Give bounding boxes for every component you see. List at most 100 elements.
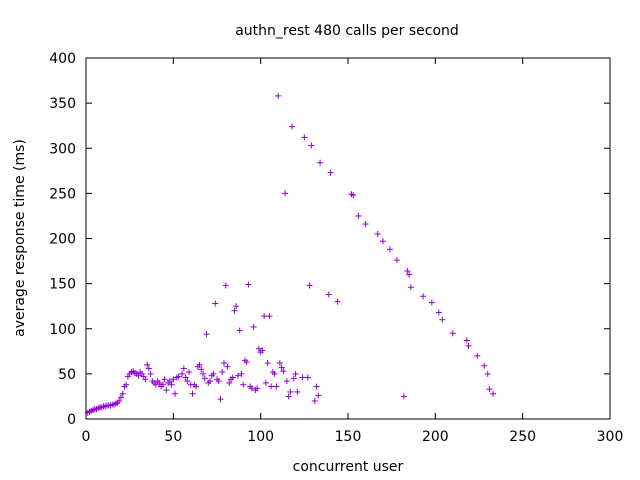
data-point xyxy=(404,267,411,274)
data-point xyxy=(144,361,151,368)
data-point xyxy=(145,365,152,372)
data-point xyxy=(294,388,301,395)
data-point xyxy=(166,378,173,385)
data-point xyxy=(311,397,318,404)
data-point xyxy=(420,293,427,300)
data-point xyxy=(168,381,175,388)
data-point xyxy=(180,365,187,372)
data-point xyxy=(231,307,238,314)
data-point xyxy=(161,376,168,383)
y-tick-label: 0 xyxy=(67,412,76,428)
data-point xyxy=(189,390,196,397)
data-point xyxy=(147,370,154,377)
data-point xyxy=(407,284,414,291)
data-point xyxy=(362,221,369,228)
data-point xyxy=(142,376,149,383)
data-point xyxy=(152,381,159,388)
data-point xyxy=(212,300,219,307)
data-point xyxy=(123,381,130,388)
data-point xyxy=(301,134,308,141)
x-tick-label: 0 xyxy=(82,429,91,445)
data-point xyxy=(315,392,322,399)
data-point xyxy=(184,378,191,385)
data-point xyxy=(273,383,280,390)
data-point xyxy=(268,383,275,390)
data-point xyxy=(486,386,493,393)
data-point xyxy=(406,271,413,278)
data-point xyxy=(233,303,240,310)
x-tick-label: 200 xyxy=(422,429,449,445)
data-point xyxy=(175,373,182,380)
data-point xyxy=(484,370,491,377)
data-point xyxy=(489,390,496,397)
data-point xyxy=(224,363,231,370)
data-point xyxy=(271,370,278,377)
data-point xyxy=(117,394,124,401)
data-point xyxy=(325,291,332,298)
y-tick-label: 350 xyxy=(49,96,76,112)
data-point xyxy=(210,370,217,377)
data-point xyxy=(264,360,271,367)
data-point xyxy=(282,190,289,197)
chart-title: authn_rest 480 calls per second xyxy=(235,23,459,39)
data-point xyxy=(220,360,227,367)
data-point xyxy=(259,347,266,354)
y-axis-label: average response time (ms) xyxy=(12,139,28,337)
data-point xyxy=(304,374,311,381)
y-tick-label: 400 xyxy=(49,51,76,67)
x-tick-label: 300 xyxy=(597,429,624,445)
x-tick-label: 150 xyxy=(335,429,362,445)
data-point xyxy=(285,393,292,400)
data-point xyxy=(255,345,262,352)
data-point xyxy=(463,337,470,344)
data-point xyxy=(203,331,210,338)
data-point xyxy=(135,372,142,379)
y-tick-label: 250 xyxy=(49,186,76,202)
data-point xyxy=(280,368,287,375)
data-point xyxy=(439,316,446,323)
data-point xyxy=(226,379,233,386)
data-point xyxy=(179,370,186,377)
data-point xyxy=(334,298,341,305)
y-tick-label: 100 xyxy=(49,322,76,338)
data-point xyxy=(306,282,313,289)
data-point xyxy=(386,246,393,253)
y-tick-label: 50 xyxy=(58,367,76,383)
data-point xyxy=(229,374,236,381)
data-point xyxy=(317,159,324,166)
x-tick-label: 100 xyxy=(247,429,274,445)
data-point xyxy=(196,361,203,368)
data-point xyxy=(200,370,207,377)
data-point xyxy=(182,374,189,381)
data-point xyxy=(186,369,193,376)
data-point xyxy=(254,385,261,392)
data-point xyxy=(465,342,472,349)
data-point xyxy=(163,387,170,394)
data-point xyxy=(243,359,250,366)
data-point xyxy=(428,299,435,306)
data-point xyxy=(355,212,362,219)
data-point xyxy=(266,313,273,320)
data-point xyxy=(201,375,208,382)
data-point xyxy=(234,372,241,379)
data-point xyxy=(287,388,294,395)
data-point xyxy=(308,142,315,149)
data-point xyxy=(159,381,166,388)
data-point xyxy=(290,375,297,382)
data-point xyxy=(222,282,229,289)
data-point xyxy=(400,393,407,400)
data-point xyxy=(170,376,177,383)
data-point xyxy=(236,327,243,334)
x-tick-label: 50 xyxy=(164,429,182,445)
data-point xyxy=(207,378,214,385)
data-point xyxy=(172,390,179,397)
data-point xyxy=(292,370,299,377)
data-point xyxy=(313,383,320,390)
data-point xyxy=(116,397,123,404)
y-tick-label: 200 xyxy=(49,232,76,248)
data-point xyxy=(238,370,245,377)
data-point xyxy=(156,379,163,386)
y-tick-label: 150 xyxy=(49,277,76,293)
data-point xyxy=(275,92,282,99)
